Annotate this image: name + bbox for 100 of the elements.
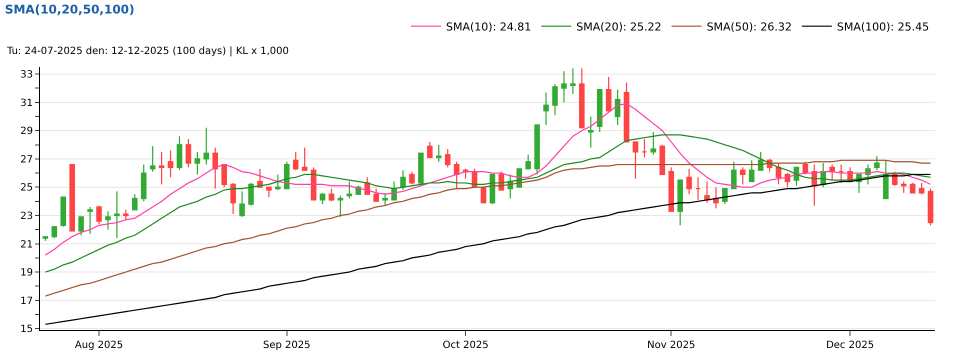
candlestick: [230, 182, 236, 215]
candlestick: [596, 89, 602, 133]
candlestick: [660, 144, 666, 176]
candlestick: [78, 216, 84, 236]
candlestick: [588, 116, 594, 148]
candlestick: [320, 192, 326, 205]
candlestick: [427, 141, 433, 158]
y-tick-label: 23: [20, 210, 33, 222]
candlestick: [158, 151, 164, 185]
candlestick: [632, 141, 638, 180]
candlestick: [275, 174, 281, 191]
candlestick: [140, 164, 147, 202]
candlestick: [570, 68, 576, 94]
candlestick: [239, 190, 245, 218]
candlestick: [918, 182, 924, 195]
candlestick: [642, 138, 648, 158]
candlestick: [60, 196, 66, 228]
x-tick-label: Dec 2025: [826, 340, 874, 350]
candlestick: [758, 151, 764, 171]
candlestick: [686, 168, 692, 195]
candlestick: [150, 146, 156, 172]
candlestick: [490, 174, 496, 205]
candlestick: [874, 155, 880, 171]
candlestick: [829, 164, 835, 181]
line-series: [44, 174, 932, 325]
candlestick: [132, 194, 138, 210]
candlestick: [561, 70, 567, 103]
chart-title: SMA(10,20,50,100): [4, 2, 135, 17]
candlestick: [302, 147, 308, 171]
legend-label: SMA(20): 25.22: [576, 20, 662, 34]
y-tick-label: 19: [20, 268, 33, 279]
y-tick-label: 29: [20, 126, 33, 138]
candlestick: [382, 192, 388, 206]
x-tick-label: Aug 2025: [74, 340, 124, 350]
candlestick: [248, 182, 254, 206]
chart-subtitle: Tu: 24-07-2025 den: 12-12-2025 (100 days) | KL x 1,000: [6, 46, 289, 57]
candlestick: [883, 160, 889, 200]
candlestick: [748, 160, 754, 182]
candlestick: [400, 170, 406, 191]
candlestick: [650, 131, 656, 156]
candlestick: [910, 182, 916, 194]
candlestick: [454, 161, 460, 190]
line-series: [44, 160, 932, 297]
candlestick: [704, 180, 710, 204]
y-tick-label: 31: [20, 98, 33, 109]
candlestick: [579, 68, 585, 128]
legend-label: SMA(100): 25.45: [836, 20, 930, 34]
candlestick: [42, 236, 48, 242]
line-series: [44, 134, 932, 273]
candlestick: [176, 136, 182, 171]
candlestick: [418, 152, 424, 186]
y-tick-label: 25: [20, 182, 33, 194]
candlestick: [105, 210, 111, 230]
candlestick: [838, 164, 844, 184]
candlestick: [731, 161, 737, 190]
x-tick-label: Sep 2025: [263, 340, 311, 350]
candlestick: [69, 164, 75, 232]
candlestick: [900, 180, 906, 194]
candlestick: [776, 162, 782, 185]
candlestick: [204, 127, 210, 166]
candlestick: [123, 209, 129, 220]
candlestick: [292, 151, 298, 171]
candlestick: [194, 151, 200, 176]
candlestick: [624, 82, 630, 143]
candlestick: [186, 138, 192, 168]
candlestick: [928, 188, 934, 226]
x-tick-label: Oct 2025: [442, 340, 489, 350]
y-tick-label: 15: [20, 324, 33, 336]
candlestick: [310, 166, 316, 201]
candlestick: [740, 166, 746, 185]
y-tick-label: 21: [20, 239, 33, 250]
candlestick: [168, 150, 174, 178]
candlestick: [668, 166, 674, 212]
candlestick: [677, 180, 683, 226]
y-tick-label: 27: [20, 154, 33, 166]
candlestick: [221, 164, 227, 188]
candlestick: [212, 147, 218, 190]
candlestick: [373, 188, 379, 202]
candlestick: [614, 89, 620, 126]
candlestick: [713, 186, 719, 209]
candlestick: [96, 204, 102, 225]
y-tick-label: 17: [20, 296, 33, 307]
candlestick: [534, 124, 540, 176]
candlestick: [409, 171, 415, 185]
y-tick-label: 33: [20, 70, 33, 81]
candlestick: [346, 180, 352, 200]
candlestick: [480, 186, 486, 204]
candlestick: [114, 190, 120, 239]
candlestick: [266, 186, 272, 198]
line-series: [44, 103, 932, 256]
legend-label: SMA(10): 24.81: [446, 20, 532, 34]
candlestick: [338, 195, 344, 218]
candlestick: [543, 92, 549, 126]
candlestick: [52, 226, 58, 239]
legend-label: SMA(50): 26.32: [706, 20, 792, 34]
x-tick-label: Nov 2025: [647, 340, 696, 350]
candlestick: [695, 176, 701, 201]
candlestick: [444, 148, 450, 168]
candlestick: [436, 144, 442, 162]
candlestick: [525, 154, 531, 170]
